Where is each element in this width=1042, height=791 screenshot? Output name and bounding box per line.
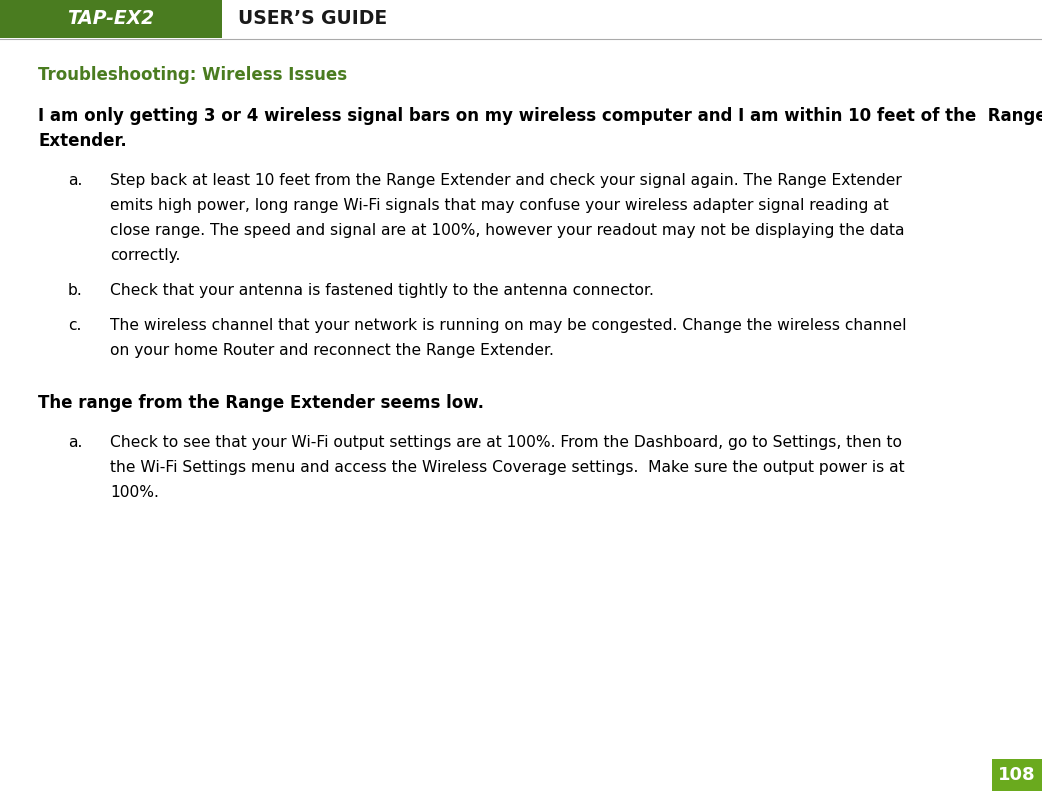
- Text: c.: c.: [68, 318, 81, 333]
- Text: Check to see that your Wi-Fi output settings are at 100%. From the Dashboard, go: Check to see that your Wi-Fi output sett…: [110, 435, 902, 450]
- Bar: [0, 0, 222, 38]
- Text: a.: a.: [68, 173, 82, 188]
- Text: a.: a.: [68, 435, 82, 450]
- Text: Troubleshooting: Wireless Issues: Troubleshooting: Wireless Issues: [38, 66, 347, 84]
- Text: The wireless channel that your network is running on may be congested. Change th: The wireless channel that your network i…: [110, 318, 907, 333]
- Text: b.: b.: [68, 283, 82, 298]
- Text: on your home Router and reconnect the Range Extender.: on your home Router and reconnect the Ra…: [110, 343, 554, 358]
- Text: 108: 108: [998, 766, 1036, 784]
- Text: I am only getting 3 or 4 wireless signal bars on my wireless computer and I am w: I am only getting 3 or 4 wireless signal…: [38, 107, 1042, 125]
- Text: 100%.: 100%.: [110, 485, 158, 500]
- Text: USER’S GUIDE: USER’S GUIDE: [238, 9, 388, 28]
- Text: TAP-EX2: TAP-EX2: [68, 9, 154, 28]
- Text: The range from the Range Extender seems low.: The range from the Range Extender seems …: [38, 394, 483, 412]
- Text: Step back at least 10 feet from the Range Extender and check your signal again. : Step back at least 10 feet from the Rang…: [110, 173, 901, 188]
- Text: the Wi-Fi Settings menu and access the Wireless Coverage settings.  Make sure th: the Wi-Fi Settings menu and access the W…: [110, 460, 904, 475]
- Text: Check that your antenna is fastened tightly to the antenna connector.: Check that your antenna is fastened tigh…: [110, 283, 654, 298]
- Text: correctly.: correctly.: [110, 248, 180, 263]
- Text: close range. The speed and signal are at 100%, however your readout may not be d: close range. The speed and signal are at…: [110, 223, 904, 238]
- Text: emits high power, long range Wi-Fi signals that may confuse your wireless adapte: emits high power, long range Wi-Fi signa…: [110, 198, 889, 213]
- Bar: [992, 759, 1042, 791]
- Text: Extender.: Extender.: [38, 132, 127, 150]
